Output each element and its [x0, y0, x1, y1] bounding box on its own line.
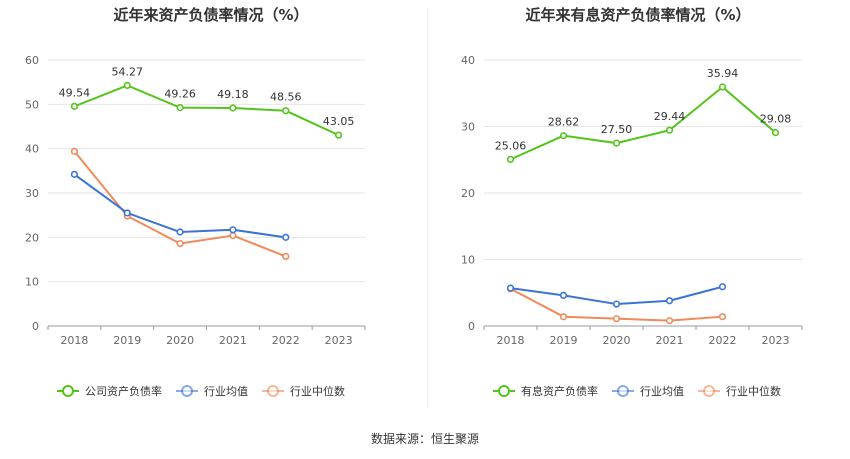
chart2-series-2-point — [612, 300, 621, 308]
chart2-series-1-point — [506, 155, 515, 163]
chart2-data-label: 35.94 — [707, 67, 739, 80]
chart2-legend-label: 行业中位数 — [726, 384, 781, 398]
chart1-x-tick-label: 2019 — [113, 334, 141, 347]
chart2-series-3-point — [665, 317, 674, 325]
data-source-name: 恒生聚源 — [431, 432, 480, 446]
chart1-series-1-point — [229, 104, 237, 112]
chart2-series-3-point — [718, 313, 727, 321]
data-source: 数据来源：恒生聚源 — [0, 430, 850, 447]
chart1-y-tick-label: 40 — [25, 143, 39, 156]
chart1-series-1-point — [70, 102, 79, 110]
chart2-x-tick-label: 2023 — [762, 334, 790, 347]
chart2-series-1-point — [559, 132, 568, 140]
chart1-data-label: 49.18 — [217, 88, 249, 101]
chart1-series-1-point — [334, 131, 343, 139]
chart1-series-3-point — [282, 252, 290, 260]
chart2-y-tick-label: 40 — [461, 54, 475, 67]
chart2-series-3-point — [559, 313, 568, 321]
chart2-title: 近年来有息资产负债率情况（%） — [525, 6, 750, 24]
chart1-legend-swatch-marker — [267, 385, 279, 397]
chart1-series-2-point — [282, 233, 290, 241]
chart2-data-label: 29.44 — [654, 110, 686, 123]
chart1-data-label: 54.27 — [112, 65, 144, 78]
chart2-legend-label: 行业均值 — [640, 385, 684, 398]
chart2-data-label: 29.08 — [760, 113, 792, 126]
chart1-x-tick-label: 2020 — [166, 334, 194, 347]
chart1-data-label: 49.26 — [164, 88, 196, 101]
chart1-series-3-point — [70, 147, 79, 155]
chart1-series-1-point — [282, 107, 290, 115]
chart2-series-3-point — [612, 315, 621, 323]
chart1-series-1-point — [123, 81, 131, 90]
chart1-series-1-point — [176, 104, 184, 112]
chart1-series-2-point — [70, 170, 79, 178]
chart1-x-tick-label: 2018 — [60, 334, 88, 347]
chart2-x-tick-label: 2019 — [550, 334, 578, 347]
chart2-series-2-point — [665, 297, 674, 305]
chart2-x-tick-label: 2022 — [709, 334, 737, 347]
chart1-x-tick-label: 2023 — [325, 334, 353, 347]
chart2-legend-swatch-marker — [498, 385, 510, 397]
chart1-series-1-line — [74, 84, 340, 137]
chart2-series-1-point — [665, 126, 674, 134]
chart2-x-tick-label: 2021 — [656, 334, 684, 347]
chart1-series-2-point — [123, 209, 131, 217]
chart1-series-3-point — [229, 231, 237, 240]
chart1-series-3-point — [176, 239, 184, 248]
chart1-y-tick-label: 20 — [25, 231, 39, 244]
chart1-y-tick-label: 30 — [25, 187, 39, 200]
chart2-x-tick-label: 2018 — [497, 334, 525, 347]
chart2-legend-swatch-marker — [703, 385, 715, 397]
chart2-y-tick-label: 0 — [468, 320, 475, 333]
chart2-series-2-point — [718, 283, 727, 291]
chart1-series-2-line — [73, 173, 286, 239]
chart1-data-label: 43.05 — [323, 115, 355, 128]
chart2-y-tick-label: 30 — [461, 121, 475, 134]
chart1-y-tick-label: 10 — [25, 276, 39, 289]
chart2-series-2-point — [506, 284, 515, 292]
chart1-legend-label: 行业中位数 — [290, 384, 345, 398]
chart1-x-tick-label: 2021 — [219, 334, 247, 347]
chart1-legend-label: 公司资产负债率 — [85, 384, 162, 398]
chart2-series-1-point — [612, 139, 621, 147]
chart1-legend-swatch-marker — [181, 385, 193, 397]
chart2-data-label: 27.50 — [601, 123, 633, 136]
chart1-y-tick-label: 0 — [32, 320, 39, 333]
chart2-x-tick-label: 2020 — [603, 334, 631, 347]
chart2-data-label: 28.62 — [548, 116, 580, 129]
chart1-series-2-point — [229, 226, 237, 234]
panel-divider — [427, 8, 428, 408]
chart1-legend-swatch-marker — [62, 385, 74, 397]
chart1-legend-label: 行业均值 — [204, 385, 248, 398]
chart2-series-1-line — [510, 85, 777, 161]
data-source-label: 数据来源： — [370, 432, 431, 446]
chart1-series-2-point — [176, 228, 184, 236]
chart2-y-tick-label: 10 — [461, 254, 475, 267]
chart1-x-tick-label: 2022 — [272, 334, 300, 347]
chart2-series-1-point — [718, 83, 727, 91]
chart1-title: 近年来资产负债率情况（%） — [113, 6, 308, 24]
chart2-legend-swatch-marker — [617, 385, 629, 397]
chart1-y-tick-label: 60 — [25, 54, 39, 67]
chart2-series-2-point — [559, 291, 568, 300]
chart2-series-1-point — [771, 129, 780, 137]
chart1-data-label: 49.54 — [59, 86, 91, 99]
chart1-y-tick-label: 50 — [25, 98, 39, 111]
chart1-data-label: 48.56 — [270, 91, 302, 104]
chart2-y-tick-label: 20 — [461, 187, 475, 200]
chart2-legend-label: 有息资产负债率 — [521, 384, 598, 398]
chart2-data-label: 25.06 — [495, 139, 527, 152]
